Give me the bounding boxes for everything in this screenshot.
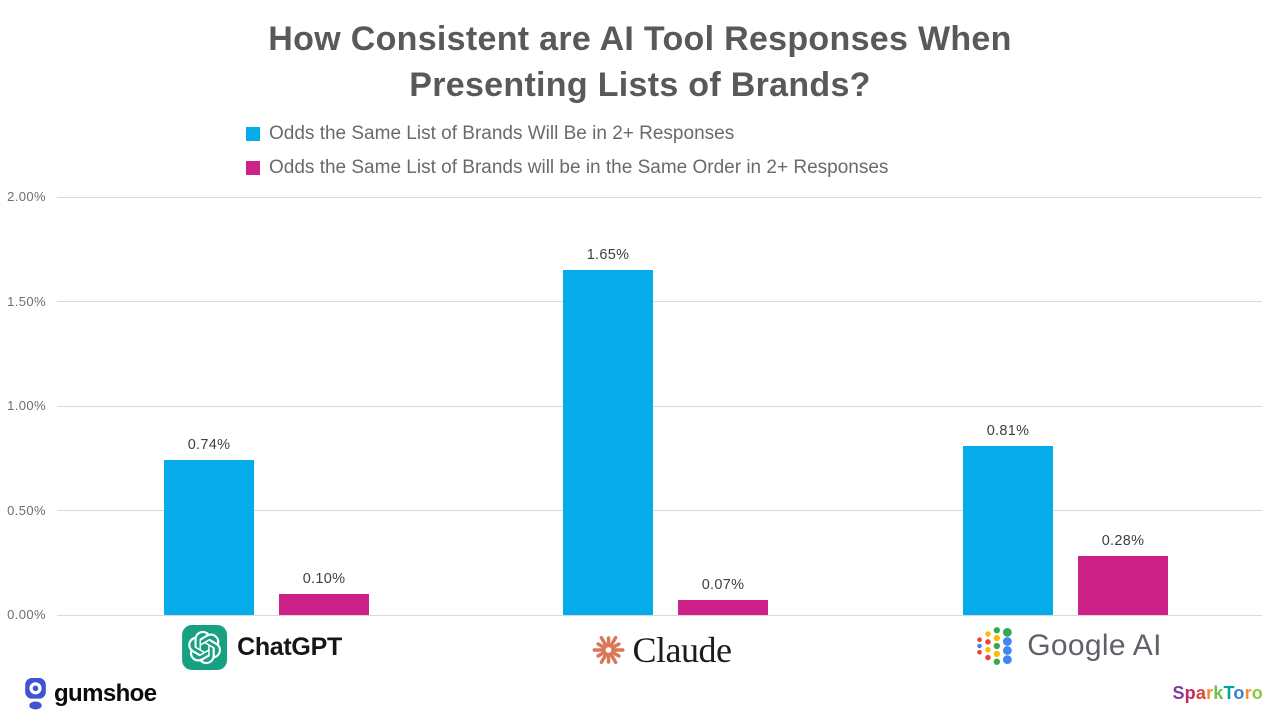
google-dots-icon: [977, 627, 1012, 665]
bar-value-label: 0.10%: [302, 571, 346, 588]
brand-claude: Claude: [591, 629, 732, 671]
sparktoro-letter: o: [1233, 683, 1245, 703]
sparktoro-letter: o: [1251, 683, 1263, 703]
sparktoro-letter: p: [1184, 683, 1196, 703]
gridline: [57, 614, 1262, 616]
y-tick-label: 0.00%: [7, 607, 46, 622]
chart-title: How Consistent are AI Tool Responses Whe…: [0, 16, 1280, 108]
sparktoro-letter: T: [1223, 683, 1234, 703]
x-axis-labels: ChatGPT Claude: [0, 622, 1280, 680]
bar-claude-series1: [563, 270, 653, 615]
plot-area: 0.74% 1.65% 0.81% 0.10% 0.07% 0.28%: [57, 196, 1262, 616]
y-tick-label: 1.50%: [7, 293, 46, 309]
claude-icon: [592, 635, 625, 665]
brand-chatgpt-label: ChatGPT: [237, 633, 342, 661]
bar-value-label: 1.65%: [586, 247, 630, 264]
gumshoe-wordmark: gumshoe: [54, 679, 157, 707]
bar-claude-series2: [678, 600, 768, 615]
gridline: [57, 510, 1262, 511]
bar-chatgpt-series1: [164, 460, 254, 615]
chatgpt-icon: [182, 625, 228, 670]
sparktoro-logo: SparkToro: [1172, 683, 1263, 704]
legend-item-pink: Odds the Same List of Brands will be in …: [246, 157, 888, 179]
legend-label: Odds the Same List of Brands will be in …: [269, 157, 889, 178]
gridline: [57, 196, 1262, 198]
gumshoe-logo: gumshoe: [24, 677, 157, 710]
y-tick-label: 2.00%: [7, 189, 46, 204]
bar-google-ai-series2: [1078, 556, 1168, 615]
legend-swatch-pink-icon: [246, 161, 260, 175]
brand-google-ai-label: Google AI: [1027, 629, 1162, 662]
brand-chatgpt: ChatGPT: [182, 625, 342, 670]
bar-value-label: 0.74%: [187, 437, 231, 454]
sparktoro-letter: r: [1206, 683, 1214, 703]
chart-title-line2: Presenting Lists of Brands?: [409, 66, 871, 104]
gridline: [57, 405, 1262, 407]
legend: Odds the Same List of Brands Will Be in …: [246, 123, 888, 191]
y-axis: 0.00% 0.50% 1.00% 1.50% 2.00%: [0, 189, 46, 622]
legend-swatch-blue-icon: [246, 127, 260, 141]
bar-value-label: 0.07%: [701, 577, 745, 594]
gridline: [57, 301, 1262, 302]
y-tick-label: 1.00%: [7, 398, 46, 413]
sparktoro-letter: S: [1172, 683, 1185, 703]
bar-value-label: 0.81%: [986, 422, 1030, 439]
brand-claude-label: Claude: [632, 630, 732, 670]
y-tick-label: 0.50%: [7, 502, 46, 518]
sparktoro-letter: r: [1244, 683, 1252, 703]
legend-item-blue: Odds the Same List of Brands Will Be in …: [246, 123, 888, 145]
sparktoro-letter: k: [1213, 683, 1224, 703]
sparktoro-letter: a: [1195, 683, 1207, 703]
legend-label: Odds the Same List of Brands Will Be in …: [269, 123, 735, 144]
bar-google-ai-series1: [963, 445, 1053, 615]
bar-value-label: 0.28%: [1101, 533, 1145, 550]
chart-title-line1: How Consistent are AI Tool Responses Whe…: [268, 20, 1012, 58]
brand-google-ai: Google AI: [974, 625, 1161, 667]
bar-chatgpt-series2: [279, 594, 369, 615]
shoeprint-icon: [25, 678, 46, 710]
